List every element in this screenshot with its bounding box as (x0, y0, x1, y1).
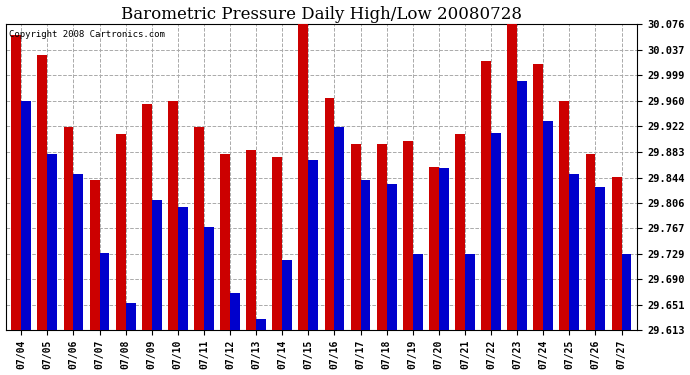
Bar (63, 127, 73, 330)
Bar (142, 104, 152, 330)
Bar (246, 150, 256, 330)
Bar (429, 167, 439, 330)
Bar (194, 127, 204, 330)
Bar (152, 200, 161, 330)
Bar (48, 154, 57, 330)
Bar (569, 174, 580, 330)
Bar (413, 254, 423, 330)
Bar (507, 24, 517, 330)
Bar (37, 54, 48, 330)
Bar (560, 101, 569, 330)
Bar (377, 144, 386, 330)
Bar (308, 160, 318, 330)
Bar (403, 141, 413, 330)
Bar (622, 254, 631, 330)
Bar (481, 61, 491, 330)
Bar (324, 98, 335, 330)
Bar (595, 187, 605, 330)
Bar (230, 292, 240, 330)
Bar (73, 174, 83, 330)
Bar (220, 154, 230, 330)
Bar (21, 101, 31, 330)
Bar (298, 24, 308, 330)
Bar (543, 121, 553, 330)
Bar (386, 183, 397, 330)
Bar (439, 168, 449, 330)
Bar (204, 226, 214, 330)
Bar (116, 134, 126, 330)
Bar (335, 127, 344, 330)
Bar (517, 81, 527, 330)
Bar (491, 133, 501, 330)
Bar (11, 35, 21, 330)
Bar (361, 180, 371, 330)
Bar (455, 134, 465, 330)
Bar (586, 154, 595, 330)
Bar (126, 303, 135, 330)
Bar (351, 144, 361, 330)
Bar (611, 177, 622, 330)
Bar (273, 157, 282, 330)
Bar (168, 101, 178, 330)
Text: Copyright 2008 Cartronics.com: Copyright 2008 Cartronics.com (9, 30, 165, 39)
Bar (256, 319, 266, 330)
Bar (99, 253, 110, 330)
Bar (533, 64, 543, 330)
Title: Barometric Pressure Daily High/Low 20080728: Barometric Pressure Daily High/Low 20080… (121, 6, 522, 22)
Bar (465, 254, 475, 330)
Bar (282, 260, 292, 330)
Bar (90, 180, 99, 330)
Bar (178, 207, 188, 330)
